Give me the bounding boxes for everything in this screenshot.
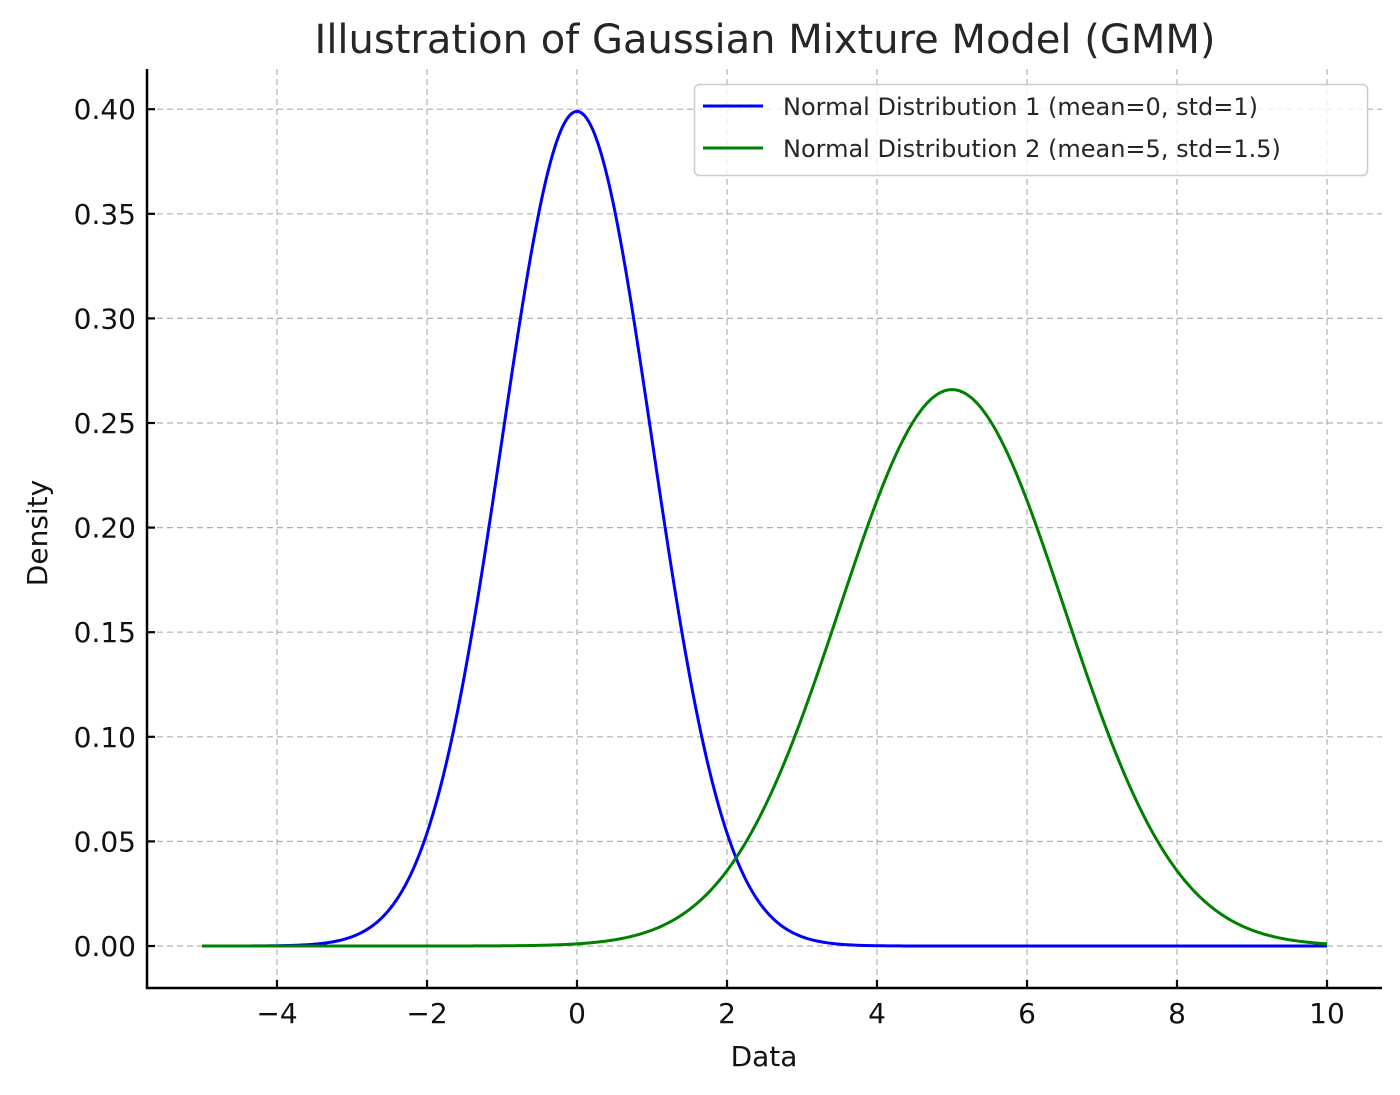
y-axis-label: Density bbox=[21, 480, 54, 586]
plot-curves bbox=[202, 109, 1328, 948]
y-tick-label: 0.00 bbox=[74, 930, 136, 963]
x-tick-label: 10 bbox=[1309, 997, 1345, 1030]
y-tick-label: 0.35 bbox=[74, 198, 136, 231]
x-axis-label: Data bbox=[731, 1040, 798, 1073]
x-tick-label: 8 bbox=[1168, 997, 1186, 1030]
x-tick-label: −4 bbox=[256, 997, 297, 1030]
distribution-1-curve bbox=[202, 109, 1327, 948]
y-tick-label: 0.10 bbox=[74, 721, 136, 754]
legend-label-distribution-2: Normal Distribution 2 (mean=5, std=1.5) bbox=[783, 135, 1281, 163]
x-tick-label: 4 bbox=[868, 997, 886, 1030]
y-axis-ticks: 0.00 0.05 0.10 0.15 0.20 0.25 0.30 0.35 0.40 bbox=[74, 93, 155, 963]
x-tick-label: 6 bbox=[1018, 997, 1036, 1030]
x-axis-ticks: −4 −2 0 2 4 6 8 10 bbox=[256, 980, 1345, 1030]
grid-lines bbox=[147, 69, 1382, 988]
y-tick-label: 0.25 bbox=[74, 407, 136, 440]
y-tick-label: 0.05 bbox=[74, 825, 136, 858]
x-tick-label: 2 bbox=[718, 997, 736, 1030]
y-tick-label: 0.30 bbox=[74, 302, 136, 335]
chart-title: Illustration of Gaussian Mixture Model (… bbox=[315, 17, 1216, 63]
x-tick-label: −2 bbox=[406, 997, 447, 1030]
y-tick-label: 0.20 bbox=[74, 512, 136, 545]
x-tick-label: 0 bbox=[568, 997, 586, 1030]
y-tick-label: 0.15 bbox=[74, 616, 136, 649]
y-tick-label: 0.40 bbox=[74, 93, 136, 126]
legend: Normal Distribution 1 (mean=0, std=1) No… bbox=[693, 83, 1369, 177]
legend-label-distribution-1: Normal Distribution 1 (mean=0, std=1) bbox=[783, 93, 1258, 121]
legend-box bbox=[693, 83, 1369, 177]
distribution-2-curve bbox=[202, 388, 1328, 948]
